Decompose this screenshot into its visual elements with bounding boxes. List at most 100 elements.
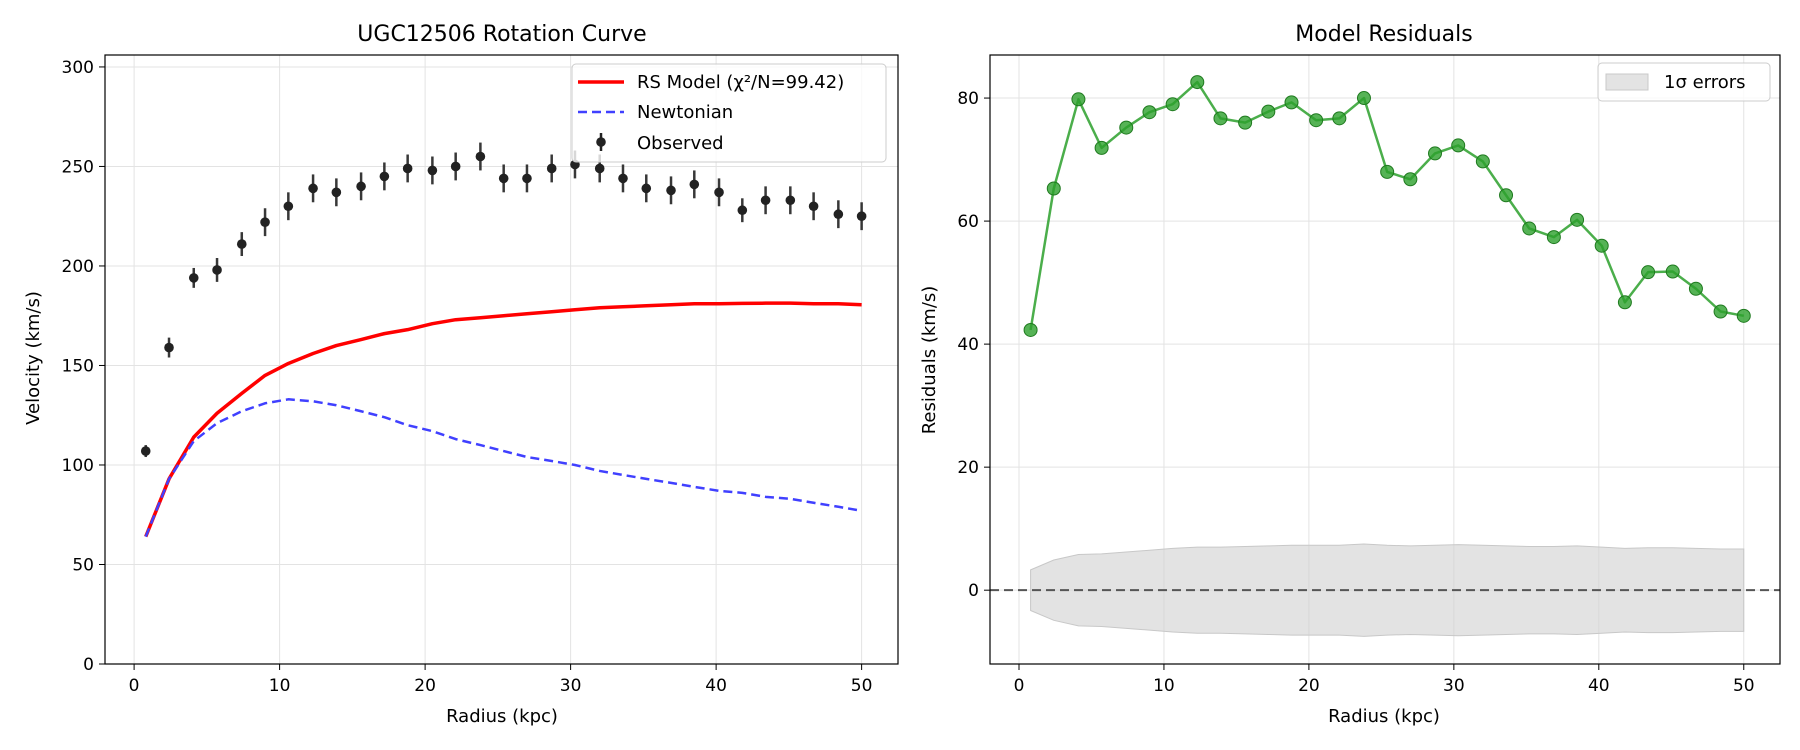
- rotation-curve-observed-point: [427, 165, 438, 176]
- residuals-residual-point: [1142, 105, 1157, 120]
- residuals-residual-point: [1546, 230, 1561, 245]
- rotation-curve-observed-point: [331, 187, 342, 198]
- rotation-curve-observed-point: [308, 183, 318, 194]
- residuals-residual-point: [1238, 115, 1253, 130]
- residuals-plot-area: 0 10 20 30 40 50 0 20 40 60 80: [957, 54, 1781, 696]
- rotation-curve-x-tick-label: 0: [129, 676, 140, 696]
- rotation-curve-observed-point: [140, 446, 151, 456]
- legend-frame: [571, 63, 887, 163]
- rotation-curve-observed-point: [618, 173, 628, 184]
- rotation-curve-observed-point: [450, 161, 461, 172]
- residuals-residual-point: [1499, 188, 1514, 203]
- residuals-x-tick-label: 30: [1443, 676, 1465, 696]
- rotation-curve-observed-point: [283, 201, 294, 212]
- rotation-curve-plot-area: 0 10 20 30 40 50 0 50 100 150 200 250 300: [62, 54, 899, 696]
- residuals-residual-point: [1356, 91, 1371, 106]
- legend-swatch-observed-marker: [596, 137, 606, 147]
- rotation-curve-series-rs-model-n-99-42-line: [144, 301, 862, 538]
- residuals-residual-point: [1284, 95, 1299, 110]
- residuals-residual-point: [1071, 92, 1086, 107]
- rotation-curve-observed-point: [594, 163, 605, 174]
- residuals-residual-point: [1261, 104, 1276, 119]
- rotation-curve-x-axis-label: Radius (kpc): [446, 706, 558, 727]
- residuals-residual-point: [1309, 113, 1324, 128]
- residuals-residual-point: [1023, 322, 1038, 337]
- rotation-curve-x-tick-label: 20: [414, 676, 436, 696]
- rotation-curve-observed-point: [641, 183, 652, 194]
- residuals-residual-point: [1641, 265, 1656, 280]
- residuals-y-tick-label: 60: [957, 212, 979, 232]
- residuals-y-axis-label: Residuals (km/s): [919, 286, 940, 435]
- rotation-curve-observed-point: [522, 173, 532, 184]
- residuals-y-tick-label: 0: [968, 581, 979, 601]
- rotation-curve-y-tick-label: 300: [62, 58, 94, 78]
- residuals-residual-point: [1688, 281, 1703, 296]
- rotation-curve-observed-point: [808, 201, 819, 212]
- legend-label-newtonian: Newtonian: [637, 102, 733, 123]
- rotation-curve-observed-point: [188, 273, 199, 283]
- rotation-curve-observed-point: [760, 195, 771, 206]
- residuals-x-axis-label: Radius (kpc): [1328, 706, 1440, 727]
- rotation-curve-observed-point: [236, 239, 247, 249]
- rotation-curve-observed-point: [498, 173, 509, 184]
- residuals-residual-point: [1665, 264, 1680, 279]
- rotation-curve-observed-point: [689, 179, 700, 190]
- rotation-curve-y-tick-label: 50: [72, 555, 94, 575]
- rotation-curve-observed-point: [785, 195, 796, 206]
- residuals-residual-point: [1213, 111, 1228, 126]
- residuals-residual-point: [1428, 146, 1443, 161]
- residuals-y-tick-label: 40: [957, 335, 979, 355]
- rotation-curve-observed-point: [475, 151, 486, 162]
- rotation-curve-observed-point: [379, 171, 390, 182]
- rotation-curve-observed-point: [260, 217, 270, 227]
- rotation-curve-observed-point: [164, 342, 174, 353]
- rotation-curve-y-tick-label: 250: [62, 157, 94, 177]
- rotation-curve-observed-point: [356, 181, 366, 192]
- rotation-curve-x-tick-label: 10: [269, 676, 291, 696]
- legend-frame: [1597, 62, 1771, 102]
- residuals-axes-frame: [989, 54, 1781, 665]
- rotation-curve-x-tick-label: 50: [851, 676, 873, 696]
- rotation-curve-y-tick-label: 200: [62, 257, 94, 277]
- residuals-x-tick-label: 50: [1733, 676, 1755, 696]
- residuals-residual-point: [1594, 238, 1609, 253]
- residuals-residual-point: [1094, 140, 1109, 155]
- rotation-curve-x-tick-label: 40: [705, 676, 727, 696]
- legend-label-observed: Observed: [637, 133, 724, 154]
- rotation-curve-series-newtonian-line: [144, 398, 862, 538]
- residuals-residual-point: [1451, 138, 1466, 153]
- residuals-residual-point: [1380, 164, 1395, 179]
- residuals-x-tick-label: 40: [1588, 676, 1610, 696]
- legend-swatch-1sigma-band: [1605, 73, 1649, 91]
- legend-label-1sigma-errors: 1σ errors: [1664, 72, 1746, 93]
- rotation-curve-axes-frame: [104, 54, 899, 665]
- legend-label-rs-model: RS Model (χ²/N=99.42): [637, 72, 844, 93]
- rotation-curve-y-tick-label: 100: [62, 456, 94, 476]
- rotation-curve-observed-point: [666, 185, 676, 196]
- residuals-residual-point: [1046, 181, 1061, 196]
- residuals-x-tick-label: 20: [1298, 676, 1320, 696]
- rotation-curve-title: UGC12506 Rotation Curve: [357, 22, 646, 47]
- rotation-curve-observed-point: [856, 211, 867, 222]
- residuals-y-tick-label: 20: [957, 458, 979, 478]
- residuals-residual-point: [1332, 111, 1347, 126]
- residuals-y-tick-label: 80: [957, 89, 979, 109]
- residuals-residual-point: [1736, 308, 1751, 323]
- rotation-curve-x-tick-label: 30: [560, 676, 582, 696]
- residuals-residual-point: [1403, 172, 1418, 187]
- rotation-curve-observed-point: [833, 209, 844, 220]
- residuals-residual-point: [1475, 154, 1490, 169]
- residuals-residual-point: [1713, 304, 1728, 319]
- rotation-curve-observed-point: [546, 163, 557, 174]
- rotation-curve-observed-point: [714, 187, 724, 198]
- residuals-residual-point: [1617, 295, 1632, 310]
- residuals-x-tick-label: 0: [1014, 676, 1025, 696]
- residuals-panel: Model Residuals 0 10 20 30 40 50 0 20 40 60 80 Rad…: [919, 22, 1781, 727]
- rotation-curve-observed-point: [402, 163, 413, 174]
- rotation-curve-y-tick-label: 0: [83, 655, 94, 675]
- rotation-curve-legend: RS Model (χ²/N=99.42) Newtonian Observed: [571, 63, 887, 163]
- rotation-curve-observed-point: [212, 265, 222, 275]
- residuals-residual-point: [1119, 120, 1134, 135]
- rotation-curve-y-axis-label: Velocity (km/s): [23, 291, 44, 425]
- residuals-residual-point: [1165, 97, 1180, 112]
